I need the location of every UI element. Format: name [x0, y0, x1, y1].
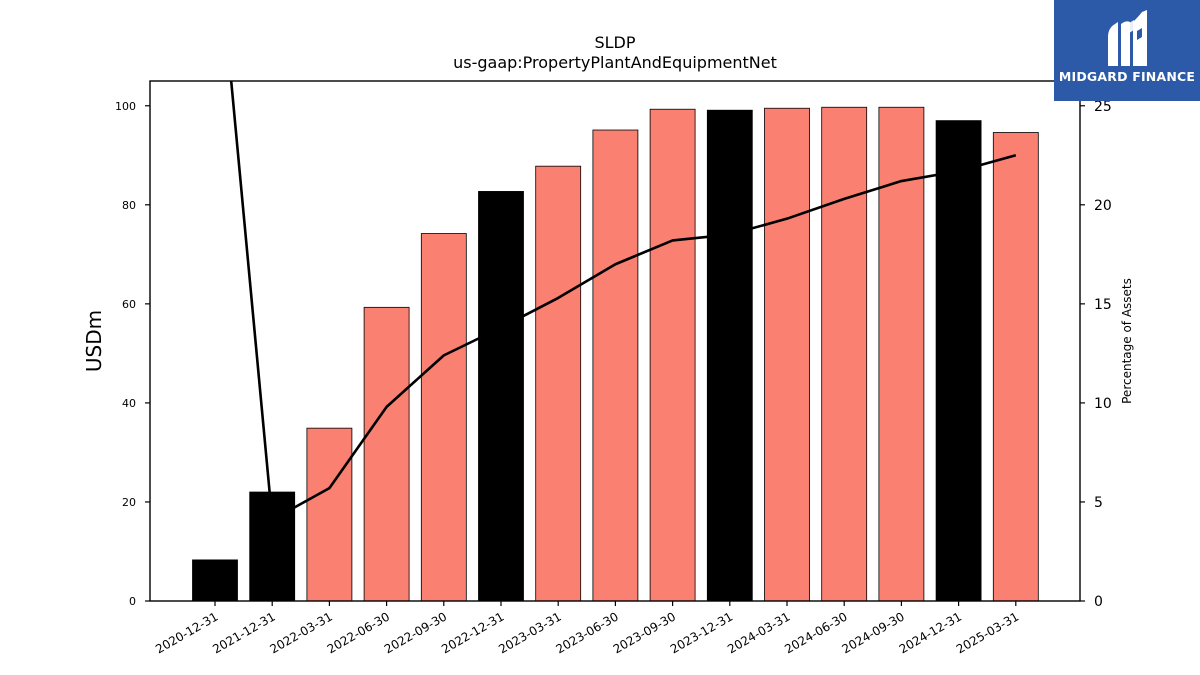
x-tick-label: 2024-03-31 — [725, 609, 792, 656]
x-tick-label: 2025-03-31 — [954, 609, 1021, 656]
y-axis-label: USDm — [82, 310, 106, 372]
x-tick-label: 2024-09-30 — [839, 609, 906, 656]
bar-2022-03-31 — [306, 427, 353, 602]
y-tick-label: 0 — [129, 595, 136, 608]
bar-2024-03-31 — [764, 107, 810, 602]
y2-tick-label: 10 — [1094, 396, 1112, 412]
midgard-m-icon — [1108, 10, 1147, 66]
y-tick-label: 80 — [122, 199, 136, 212]
x-tick-label: 2022-06-30 — [325, 609, 392, 656]
x-tick-label: 2023-12-31 — [668, 609, 735, 656]
x-tick-label: 2024-12-31 — [897, 609, 964, 656]
bar-group — [192, 106, 1039, 602]
midgard-finance-logo: MIDGARD FINANCE — [1054, 0, 1200, 101]
bar-2025-03-31 — [992, 132, 1039, 602]
bar-2024-09-30 — [878, 106, 925, 602]
bar-2022-12-31 — [478, 191, 524, 602]
bar-2023-09-30 — [649, 108, 696, 602]
chart-title: SLDP — [594, 33, 635, 52]
chart-subtitle: us-gaap:PropertyPlantAndEquipmentNet — [453, 53, 777, 72]
y2-axis: 0 5 10 15 20 25 — [1080, 99, 1112, 610]
x-axis: 2020-12-312021-12-312022-03-312022-06-30… — [153, 601, 1021, 656]
x-tick-label: 2022-03-31 — [267, 609, 334, 656]
y2-tick-label: 15 — [1094, 297, 1112, 313]
logo-text: MIDGARD FINANCE — [1058, 69, 1196, 84]
y-tick-label: 40 — [122, 397, 136, 410]
x-tick-label: 2022-12-31 — [439, 609, 506, 656]
bar-2020-12-31 — [192, 559, 238, 602]
x-tick-label: 2023-09-30 — [611, 609, 678, 656]
x-tick-label: 2020-12-31 — [153, 609, 220, 656]
x-tick-label: 2023-06-30 — [553, 609, 620, 656]
x-tick-label: 2022-09-30 — [382, 609, 449, 656]
x-tick-label: 2023-03-31 — [496, 609, 563, 656]
y-tick-label: 100 — [115, 100, 136, 113]
y2-tick-label: 0 — [1094, 594, 1103, 610]
bar-2022-09-30 — [420, 233, 467, 602]
bar-2023-12-31 — [706, 109, 753, 602]
bar-2024-06-30 — [821, 106, 868, 602]
y2-tick-label: 5 — [1094, 495, 1103, 511]
y-tick-label: 60 — [122, 298, 136, 311]
y-axis: 0 20 40 60 80 100 — [115, 100, 150, 608]
x-tick-label: 2024-06-30 — [782, 609, 849, 656]
bar-2022-06-30 — [363, 306, 410, 602]
y2-tick-label: 20 — [1094, 198, 1112, 214]
y2-tick-label: 25 — [1094, 99, 1112, 115]
bar-2024-12-31 — [935, 120, 982, 602]
percentage-line — [229, 80, 1017, 522]
bar-2023-06-30 — [592, 129, 639, 602]
bar-2023-03-31 — [535, 165, 582, 602]
y2-axis-label: Percentage of Assets — [1120, 278, 1134, 404]
x-tick-label: 2021-12-31 — [210, 609, 277, 656]
y-tick-label: 20 — [122, 496, 136, 509]
